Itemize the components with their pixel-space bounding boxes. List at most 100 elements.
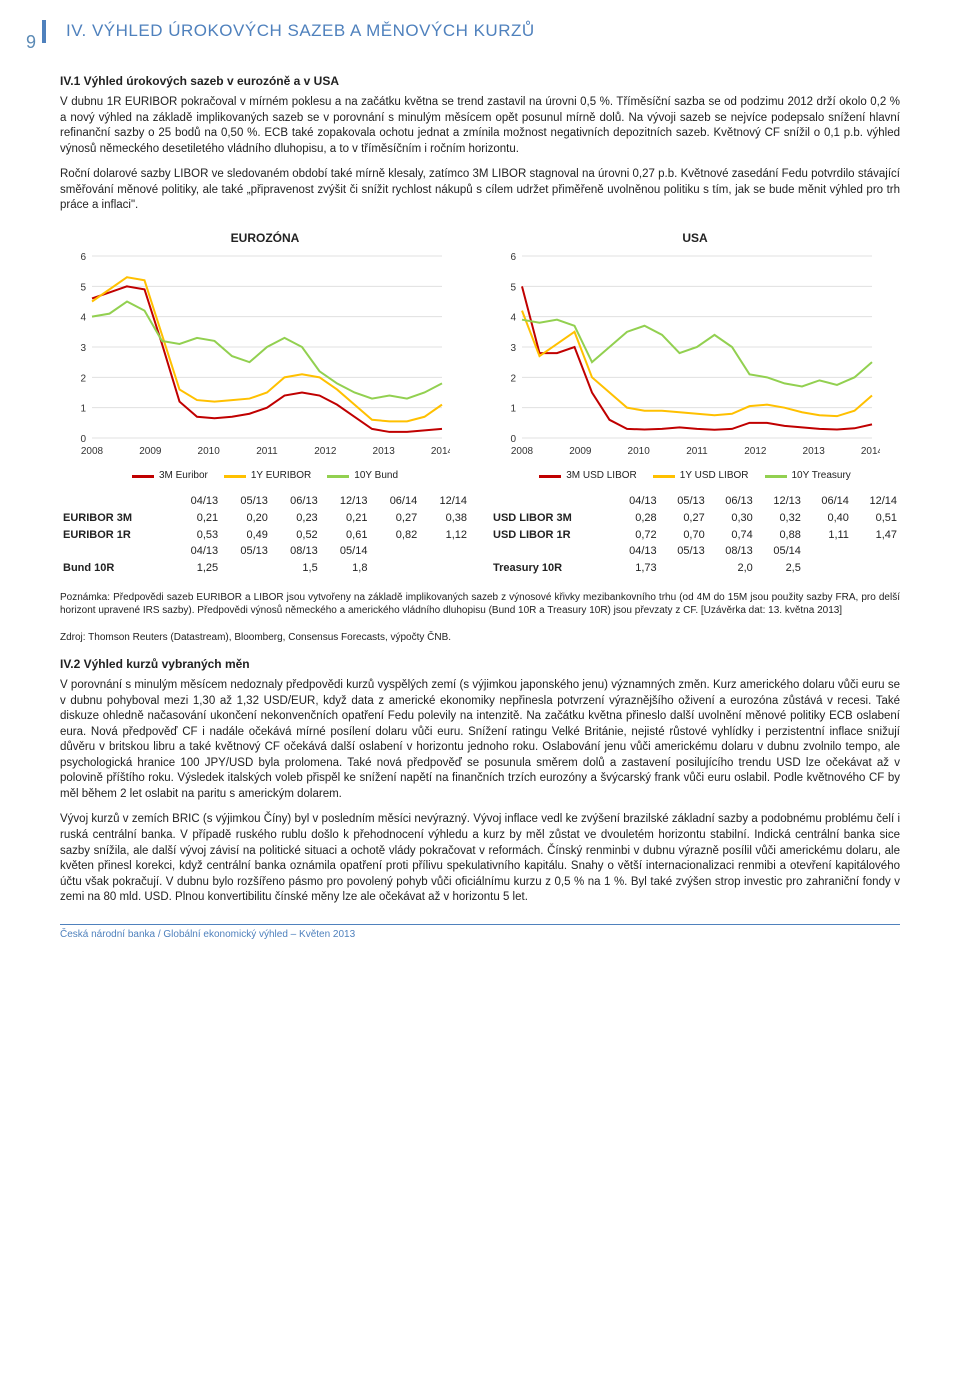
table-cell: 04/13: [171, 543, 221, 560]
legend-item: 1Y EURIBOR: [224, 469, 311, 483]
svg-text:4: 4: [510, 313, 516, 324]
source-note: Zdroj: Thomson Reuters (Datastream), Blo…: [60, 631, 900, 644]
table-row-label: [490, 493, 612, 510]
chart-usa-title: USA: [490, 230, 900, 246]
table-row-label: USD LIBOR 1R: [490, 527, 612, 544]
legend-item: 3M USD LIBOR: [539, 469, 637, 483]
table-row-label: Bund 10R: [60, 560, 171, 577]
legend-label: 3M Euribor: [159, 469, 208, 483]
chart-eur-legend: 3M Euribor 1Y EURIBOR 10Y Bund: [60, 469, 470, 483]
svg-text:2010: 2010: [628, 446, 651, 457]
table-cell: 1,11: [804, 527, 852, 544]
svg-text:2011: 2011: [686, 446, 708, 457]
section-1-para-1: V dubnu 1R EURIBOR pokračoval v mírném p…: [60, 95, 900, 157]
table-cell: 0,52: [271, 527, 321, 544]
svg-text:2010: 2010: [198, 446, 221, 457]
chart-eur-title: EUROZÓNA: [60, 230, 470, 246]
table-cell: 06/14: [370, 493, 420, 510]
table-cell: 0,40: [804, 510, 852, 527]
table-cell: 06/13: [708, 493, 756, 510]
svg-text:2014: 2014: [861, 446, 880, 457]
svg-text:2011: 2011: [256, 446, 278, 457]
table-row-label: EURIBOR 3M: [60, 510, 171, 527]
svg-text:0: 0: [510, 434, 516, 445]
legend-label: 1Y USD LIBOR: [680, 469, 749, 483]
svg-text:6: 6: [80, 252, 86, 263]
table-cell: 12/13: [321, 493, 371, 510]
table-cell: 05/13: [221, 493, 271, 510]
table-cell: 0,23: [271, 510, 321, 527]
legend-item: 3M Euribor: [132, 469, 208, 483]
table-cell: 2,5: [756, 560, 804, 577]
table-cell: 1,25: [171, 560, 221, 577]
svg-text:2012: 2012: [314, 446, 337, 457]
table-cell: [221, 560, 271, 577]
section-2-para-2: Vývoj kurzů v zemích BRIC (s výjimkou Čí…: [60, 812, 900, 905]
header-title: IV. VÝHLED ÚROKOVÝCH SAZEB A MĚNOVÝCH KU…: [66, 20, 900, 43]
svg-text:2008: 2008: [81, 446, 104, 457]
svg-text:6: 6: [510, 252, 516, 263]
table-usa: 04/1305/1306/1312/1306/1412/14USD LIBOR …: [490, 493, 900, 577]
legend-label: 10Y Treasury: [792, 469, 851, 483]
page-header: IV. VÝHLED ÚROKOVÝCH SAZEB A MĚNOVÝCH KU…: [42, 20, 900, 43]
svg-text:0: 0: [80, 434, 86, 445]
table-row-label: Treasury 10R: [490, 560, 612, 577]
table-row-label: USD LIBOR 3M: [490, 510, 612, 527]
table-row-label: EURIBOR 1R: [60, 527, 171, 544]
svg-text:2013: 2013: [373, 446, 396, 457]
table-cell: 12/14: [420, 493, 470, 510]
svg-text:2012: 2012: [744, 446, 767, 457]
table-cell: 05/13: [660, 543, 708, 560]
table-cell: 0,53: [171, 527, 221, 544]
tables-row: 04/1305/1306/1312/1306/1412/14EURIBOR 3M…: [60, 493, 900, 577]
chart-eurozona: EUROZÓNA 0123456200820092010201120122013…: [60, 230, 470, 483]
svg-text:2008: 2008: [511, 446, 534, 457]
table-cell: 0,27: [660, 510, 708, 527]
table-eur: 04/1305/1306/1312/1306/1412/14EURIBOR 3M…: [60, 493, 470, 577]
legend-label: 3M USD LIBOR: [566, 469, 637, 483]
table-row-label: [60, 543, 171, 560]
svg-text:1: 1: [80, 404, 86, 415]
table-cell: 0,74: [708, 527, 756, 544]
table-cell: 06/13: [271, 493, 321, 510]
table-cell: 0,30: [708, 510, 756, 527]
svg-text:3: 3: [510, 343, 516, 354]
chart-eur-svg: 01234562008200920102011201220132014: [60, 250, 450, 460]
table-cell: 0,21: [171, 510, 221, 527]
footnote: Poznámka: Předpovědi sazeb EURIBOR a LIB…: [60, 591, 900, 617]
table-cell: 08/13: [271, 543, 321, 560]
table-cell: 0,88: [756, 527, 804, 544]
table-row-label: [490, 543, 612, 560]
legend-label: 10Y Bund: [354, 469, 398, 483]
table-cell: 05/14: [321, 543, 371, 560]
svg-text:5: 5: [510, 282, 516, 293]
svg-text:2: 2: [510, 373, 516, 384]
section-2-para-1: V porovnání s minulým měsícem nedoznaly …: [60, 678, 900, 802]
table-cell: [660, 560, 708, 577]
table-cell: 0,51: [852, 510, 900, 527]
table-cell: 1,47: [852, 527, 900, 544]
svg-text:1: 1: [510, 404, 516, 415]
table-cell: 05/14: [756, 543, 804, 560]
svg-text:2: 2: [80, 373, 86, 384]
table-cell: 0,20: [221, 510, 271, 527]
table-cell: 0,27: [370, 510, 420, 527]
table-cell: 1,73: [612, 560, 660, 577]
table-row-label: [60, 493, 171, 510]
section-1-title: IV.1 Výhled úrokových sazeb v eurozóně a…: [60, 73, 900, 89]
table-cell: 04/13: [612, 493, 660, 510]
table-cell: 0,28: [612, 510, 660, 527]
legend-item: 10Y Bund: [327, 469, 398, 483]
svg-text:2014: 2014: [431, 446, 450, 457]
chart-usa-svg: 01234562008200920102011201220132014: [490, 250, 880, 460]
table-cell: 0,72: [612, 527, 660, 544]
table-cell: 1,8: [321, 560, 371, 577]
page-footer: Česká národní banka / Globální ekonomick…: [60, 924, 900, 942]
table-cell: 0,32: [756, 510, 804, 527]
table-cell: 1,5: [271, 560, 321, 577]
table-cell: 0,21: [321, 510, 371, 527]
table-cell: 0,82: [370, 527, 420, 544]
svg-text:2009: 2009: [569, 446, 592, 457]
table-cell: 12/13: [756, 493, 804, 510]
table-cell: 04/13: [171, 493, 221, 510]
